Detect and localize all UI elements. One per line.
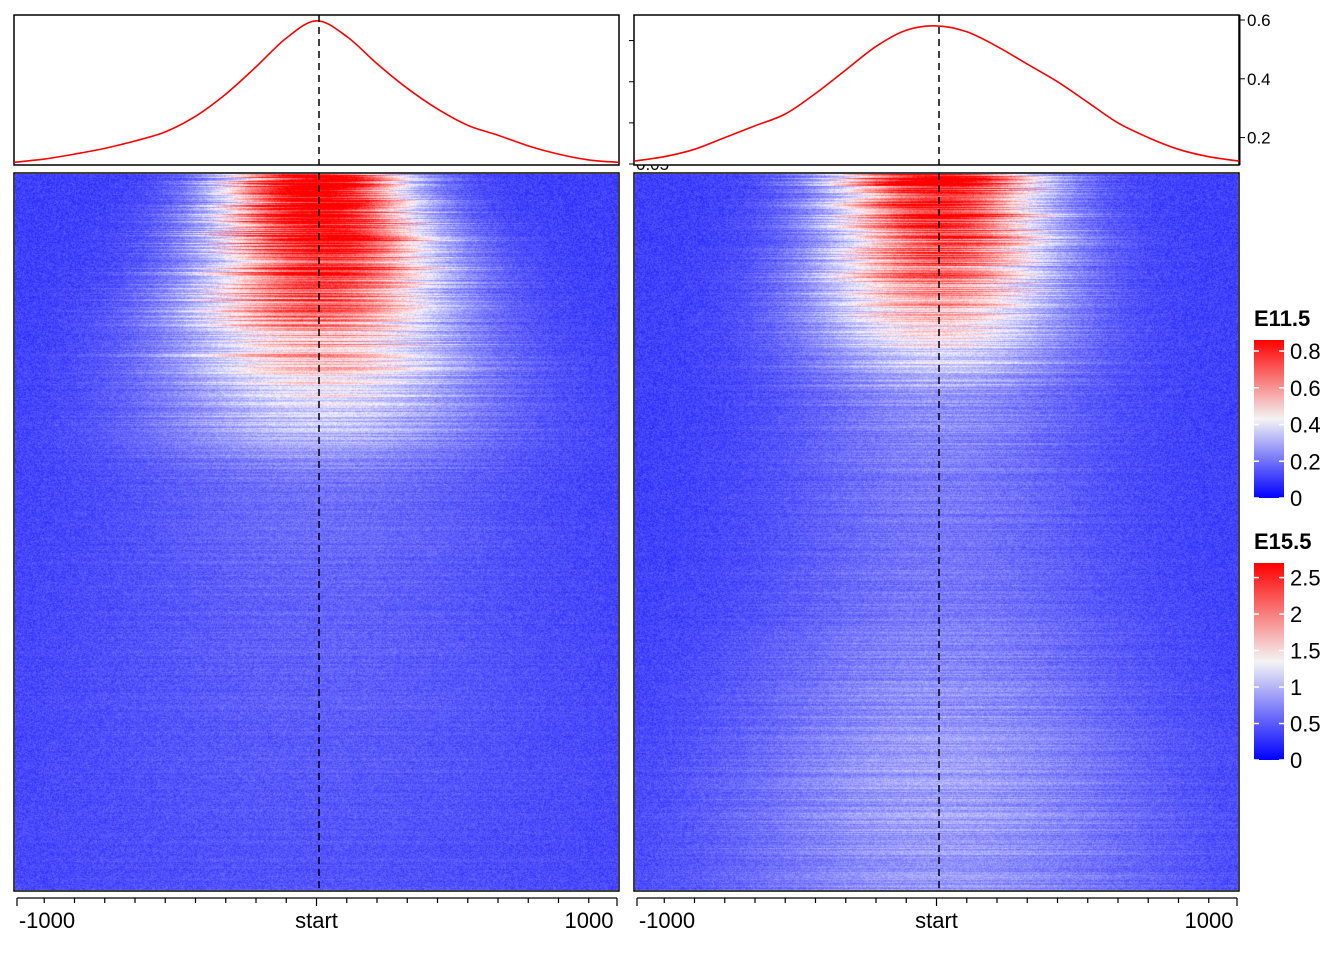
heatmap-1 <box>13 172 620 892</box>
x-axis-2: -1000 start 1000 <box>636 897 1238 933</box>
legend-tick-label: 0.6 <box>1290 376 1321 401</box>
profile-y-tick-label: 0.6 <box>1247 11 1271 30</box>
legend-tick-label: 2.5 <box>1290 566 1321 591</box>
profile-curve-2 <box>633 25 1240 162</box>
heatmap-image-1 <box>15 174 618 890</box>
legend-tick-label: 2 <box>1290 602 1302 627</box>
heatmap-image-2 <box>635 174 1238 890</box>
x-tick-label: start <box>295 908 338 933</box>
legend-colorbar-e15-5 <box>1254 563 1284 760</box>
legend-tick-label: 1 <box>1290 675 1302 700</box>
legend-e11-5: E11.5 0.8 0.6 0.4 0.2 0 <box>1254 306 1321 511</box>
legend-title-e15-5: E15.5 <box>1254 529 1312 554</box>
x-axis-1: -1000 start 1000 <box>16 897 618 933</box>
heatmap-2 <box>633 172 1240 892</box>
x-tick-label: start <box>915 908 958 933</box>
legend-tick-label: 1.5 <box>1290 639 1321 664</box>
profile-curve-1 <box>13 19 620 164</box>
legend-ticks-e11-5: 0.8 0.6 0.4 0.2 0 <box>1254 339 1321 511</box>
legend-tick-label: 0.5 <box>1290 712 1321 737</box>
profile-y-tick-label: 0.2 <box>1247 129 1271 148</box>
legend-tick-label: 0 <box>1290 486 1302 511</box>
legend-colorbar-e11-5 <box>1254 340 1284 498</box>
legend-tick-label: 0.8 <box>1290 339 1321 364</box>
x-tick-label: -1000 <box>19 908 75 933</box>
x-tick-label: 1000 <box>565 908 614 933</box>
profile-y-tick-label: 0.4 <box>1247 70 1271 89</box>
x-tick-label: 1000 <box>1185 908 1234 933</box>
legend-tick-label: 0 <box>1290 748 1302 773</box>
profile-frame-1 <box>13 14 620 166</box>
legend-title-e11-5: E11.5 <box>1254 306 1310 331</box>
legend-tick-label: 0.2 <box>1290 449 1321 474</box>
profile-y-axis-2: 0.2 0.4 0.6 <box>1239 11 1271 165</box>
panel-e15-5: 0.2 0.4 0.6 -1000 start 1000 <box>633 11 1271 933</box>
legend-tick-label: 0.4 <box>1290 413 1321 438</box>
x-tick-label: -1000 <box>639 908 695 933</box>
heatmap-frame-1 <box>13 172 620 892</box>
heatmap-frame-2 <box>633 172 1240 892</box>
profile-frame-2 <box>633 14 1240 166</box>
legend-e15-5: E15.5 2.5 2 1.5 1 0.5 0 <box>1254 529 1321 773</box>
legend-ticks-e15-5: 2.5 2 1.5 1 0.5 0 <box>1254 566 1321 773</box>
